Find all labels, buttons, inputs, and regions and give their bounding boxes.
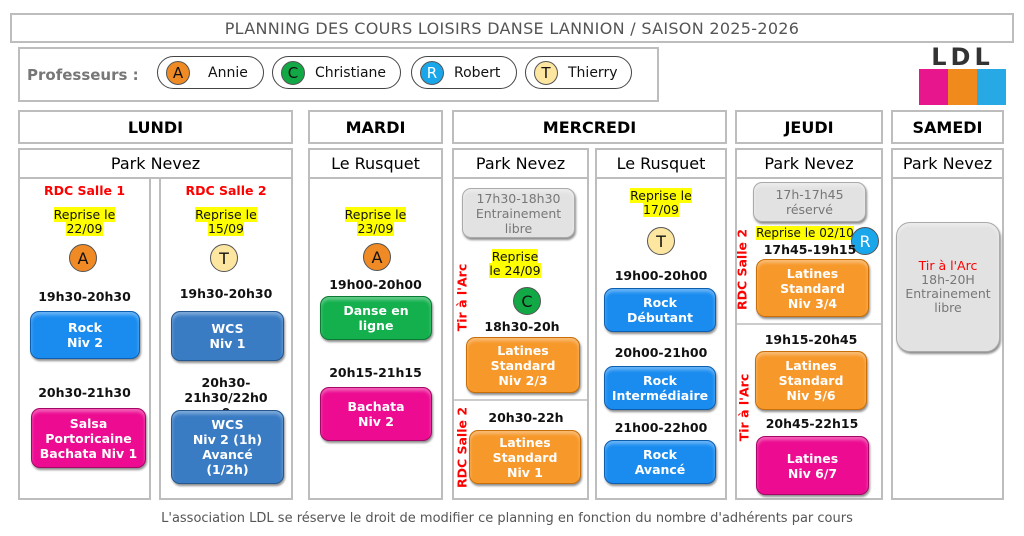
teachers-label: Professeurs : xyxy=(27,66,139,84)
teacher-name: Robert xyxy=(454,64,501,81)
teacher-initial: T xyxy=(534,60,558,85)
teacher-robert: R Robert xyxy=(411,56,517,89)
course-danse-en-ligne[interactable]: Danse en ligne xyxy=(320,296,432,340)
course-wcs-niv2-avance[interactable]: WCS Niv 2 (1h) Avancé (1/2h) xyxy=(171,410,284,484)
page-title: PLANNING DES COURS LOISIRS DANSE LANNION… xyxy=(10,13,1014,43)
column-samedi xyxy=(891,178,1004,500)
location-mercredi-rusquet: Le Rusquet xyxy=(595,148,727,179)
day-header-mercredi: MERCREDI xyxy=(452,110,727,144)
course-latines-standard-niv56[interactable]: Latines Standard Niv 5/6 xyxy=(755,351,867,410)
location-mardi: Le Rusquet xyxy=(308,148,443,179)
teacher-initial: A xyxy=(166,60,190,85)
room-label-vertical: Tir à l'Arc xyxy=(736,373,752,442)
teacher-name: Annie xyxy=(208,64,248,81)
room-label: RDC Salle 2 xyxy=(185,183,267,198)
reprise-date: Reprise le 17/09 xyxy=(630,188,692,217)
entrainement-libre[interactable]: 17h30-18h30 Entrainement libre xyxy=(462,188,575,238)
day-header-mardi: MARDI xyxy=(308,110,443,144)
reprise-date: Reprise le 15/09 xyxy=(195,207,257,236)
time-slot: 19h15-20h45 xyxy=(764,332,858,347)
course-latines-standard-niv1[interactable]: Latines Standard Niv 1 xyxy=(469,430,581,484)
reprise-date: Reprise le 24/09 xyxy=(489,249,541,278)
column-lundi-salle2 xyxy=(159,178,293,500)
day-header-samedi: SAMEDI xyxy=(891,110,1004,144)
column-mercredi-lr xyxy=(595,178,727,500)
time-slot: 20h30-22h xyxy=(488,410,564,425)
course-rock-intermediaire[interactable]: Rock Intermédiaire xyxy=(604,366,716,410)
samedi-entrainement-libre[interactable]: Tir à l'Arc 18h-20H Entrainement libre xyxy=(896,222,1000,352)
column-jeudi xyxy=(735,178,883,500)
teacher-badge: T xyxy=(647,227,675,255)
course-salsa-bachata[interactable]: Salsa Portoricaine Bachata Niv 1 xyxy=(31,408,146,468)
reprise-date: Reprise le 23/09 xyxy=(344,207,407,236)
divider xyxy=(737,323,881,325)
time-slot: 18h30-20h xyxy=(484,319,560,334)
course-rock-debutant[interactable]: Rock Débutant xyxy=(604,288,716,332)
divider xyxy=(454,399,587,401)
teacher-badge: T xyxy=(210,244,238,272)
location-mercredi-park-nevez: Park Nevez xyxy=(452,148,589,179)
course-name: Entrainement libre xyxy=(905,286,991,315)
ldl-logo: LDL xyxy=(915,45,1010,107)
column-mardi xyxy=(308,178,443,500)
teacher-name: Christiane xyxy=(315,64,387,81)
day-header-lundi: LUNDI xyxy=(18,110,293,144)
time-slot: 18h-20H xyxy=(921,272,975,287)
room-label: Tir à l'Arc xyxy=(918,258,978,273)
logo-text: LDL xyxy=(931,43,994,71)
course-rock-avance[interactable]: Rock Avancé xyxy=(604,440,716,484)
teacher-badge: A xyxy=(69,244,97,272)
teacher-initial: R xyxy=(420,60,444,85)
reserved-slot[interactable]: 17h-17h45 réservé xyxy=(753,182,866,222)
time-slot: 20h45-22h15 xyxy=(765,416,859,431)
course-bachata-niv2[interactable]: Bachata Niv 2 xyxy=(320,387,432,441)
reprise-date: Reprise le 22/09 xyxy=(53,207,116,236)
time-slot: 19h30-20h30 xyxy=(38,289,131,304)
course-wcs-niv1[interactable]: WCS Niv 1 xyxy=(171,311,284,361)
course-rock-niv2[interactable]: Rock Niv 2 xyxy=(30,311,140,359)
column-mercredi-pn xyxy=(452,178,589,500)
teacher-name: Thierry xyxy=(568,64,618,81)
teacher-badge: C xyxy=(513,287,541,315)
teacher-christiane: C Christiane xyxy=(272,56,401,89)
teacher-badge: A xyxy=(363,243,391,271)
time-slot: 19h00-20h00 xyxy=(614,268,708,283)
time-slot: 20h15-21h15 xyxy=(329,365,422,380)
room-label: RDC Salle 1 xyxy=(43,183,126,198)
course-latines-standard-niv34[interactable]: Latines Standard Niv 3/4 xyxy=(756,259,869,317)
course-latines-standard-niv23[interactable]: Latines Standard Niv 2/3 xyxy=(466,337,580,393)
column-lundi-salle1 xyxy=(18,178,151,500)
course-latines-niv67[interactable]: Latines Niv 6/7 xyxy=(756,436,869,495)
location-jeudi: Park Nevez xyxy=(735,148,883,179)
teacher-thierry: T Thierry xyxy=(525,56,632,89)
time-slot: 17h45-19h15 xyxy=(763,242,857,257)
day-header-jeudi: JEUDI xyxy=(735,110,883,144)
time-slot: 21h00-22h00 xyxy=(614,420,708,435)
location-samedi: Park Nevez xyxy=(891,148,1004,179)
room-label-vertical: RDC Salle 2 xyxy=(734,228,750,311)
footer-note: L'association LDL se réserve le droit de… xyxy=(161,511,853,526)
teacher-badge: R xyxy=(851,227,879,255)
time-slot: 19h00-20h00 xyxy=(329,277,422,292)
teacher-initial: C xyxy=(281,60,305,85)
teacher-annie: A Annie xyxy=(157,56,264,89)
time-slot: 20h00-21h00 xyxy=(614,345,708,360)
time-slot: 20h30-21h30 xyxy=(38,385,131,400)
reprise-date: Reprise le 02/10 xyxy=(756,226,854,240)
time-slot: 19h30-20h30 xyxy=(179,286,273,301)
location-lundi: Park Nevez xyxy=(18,148,293,179)
